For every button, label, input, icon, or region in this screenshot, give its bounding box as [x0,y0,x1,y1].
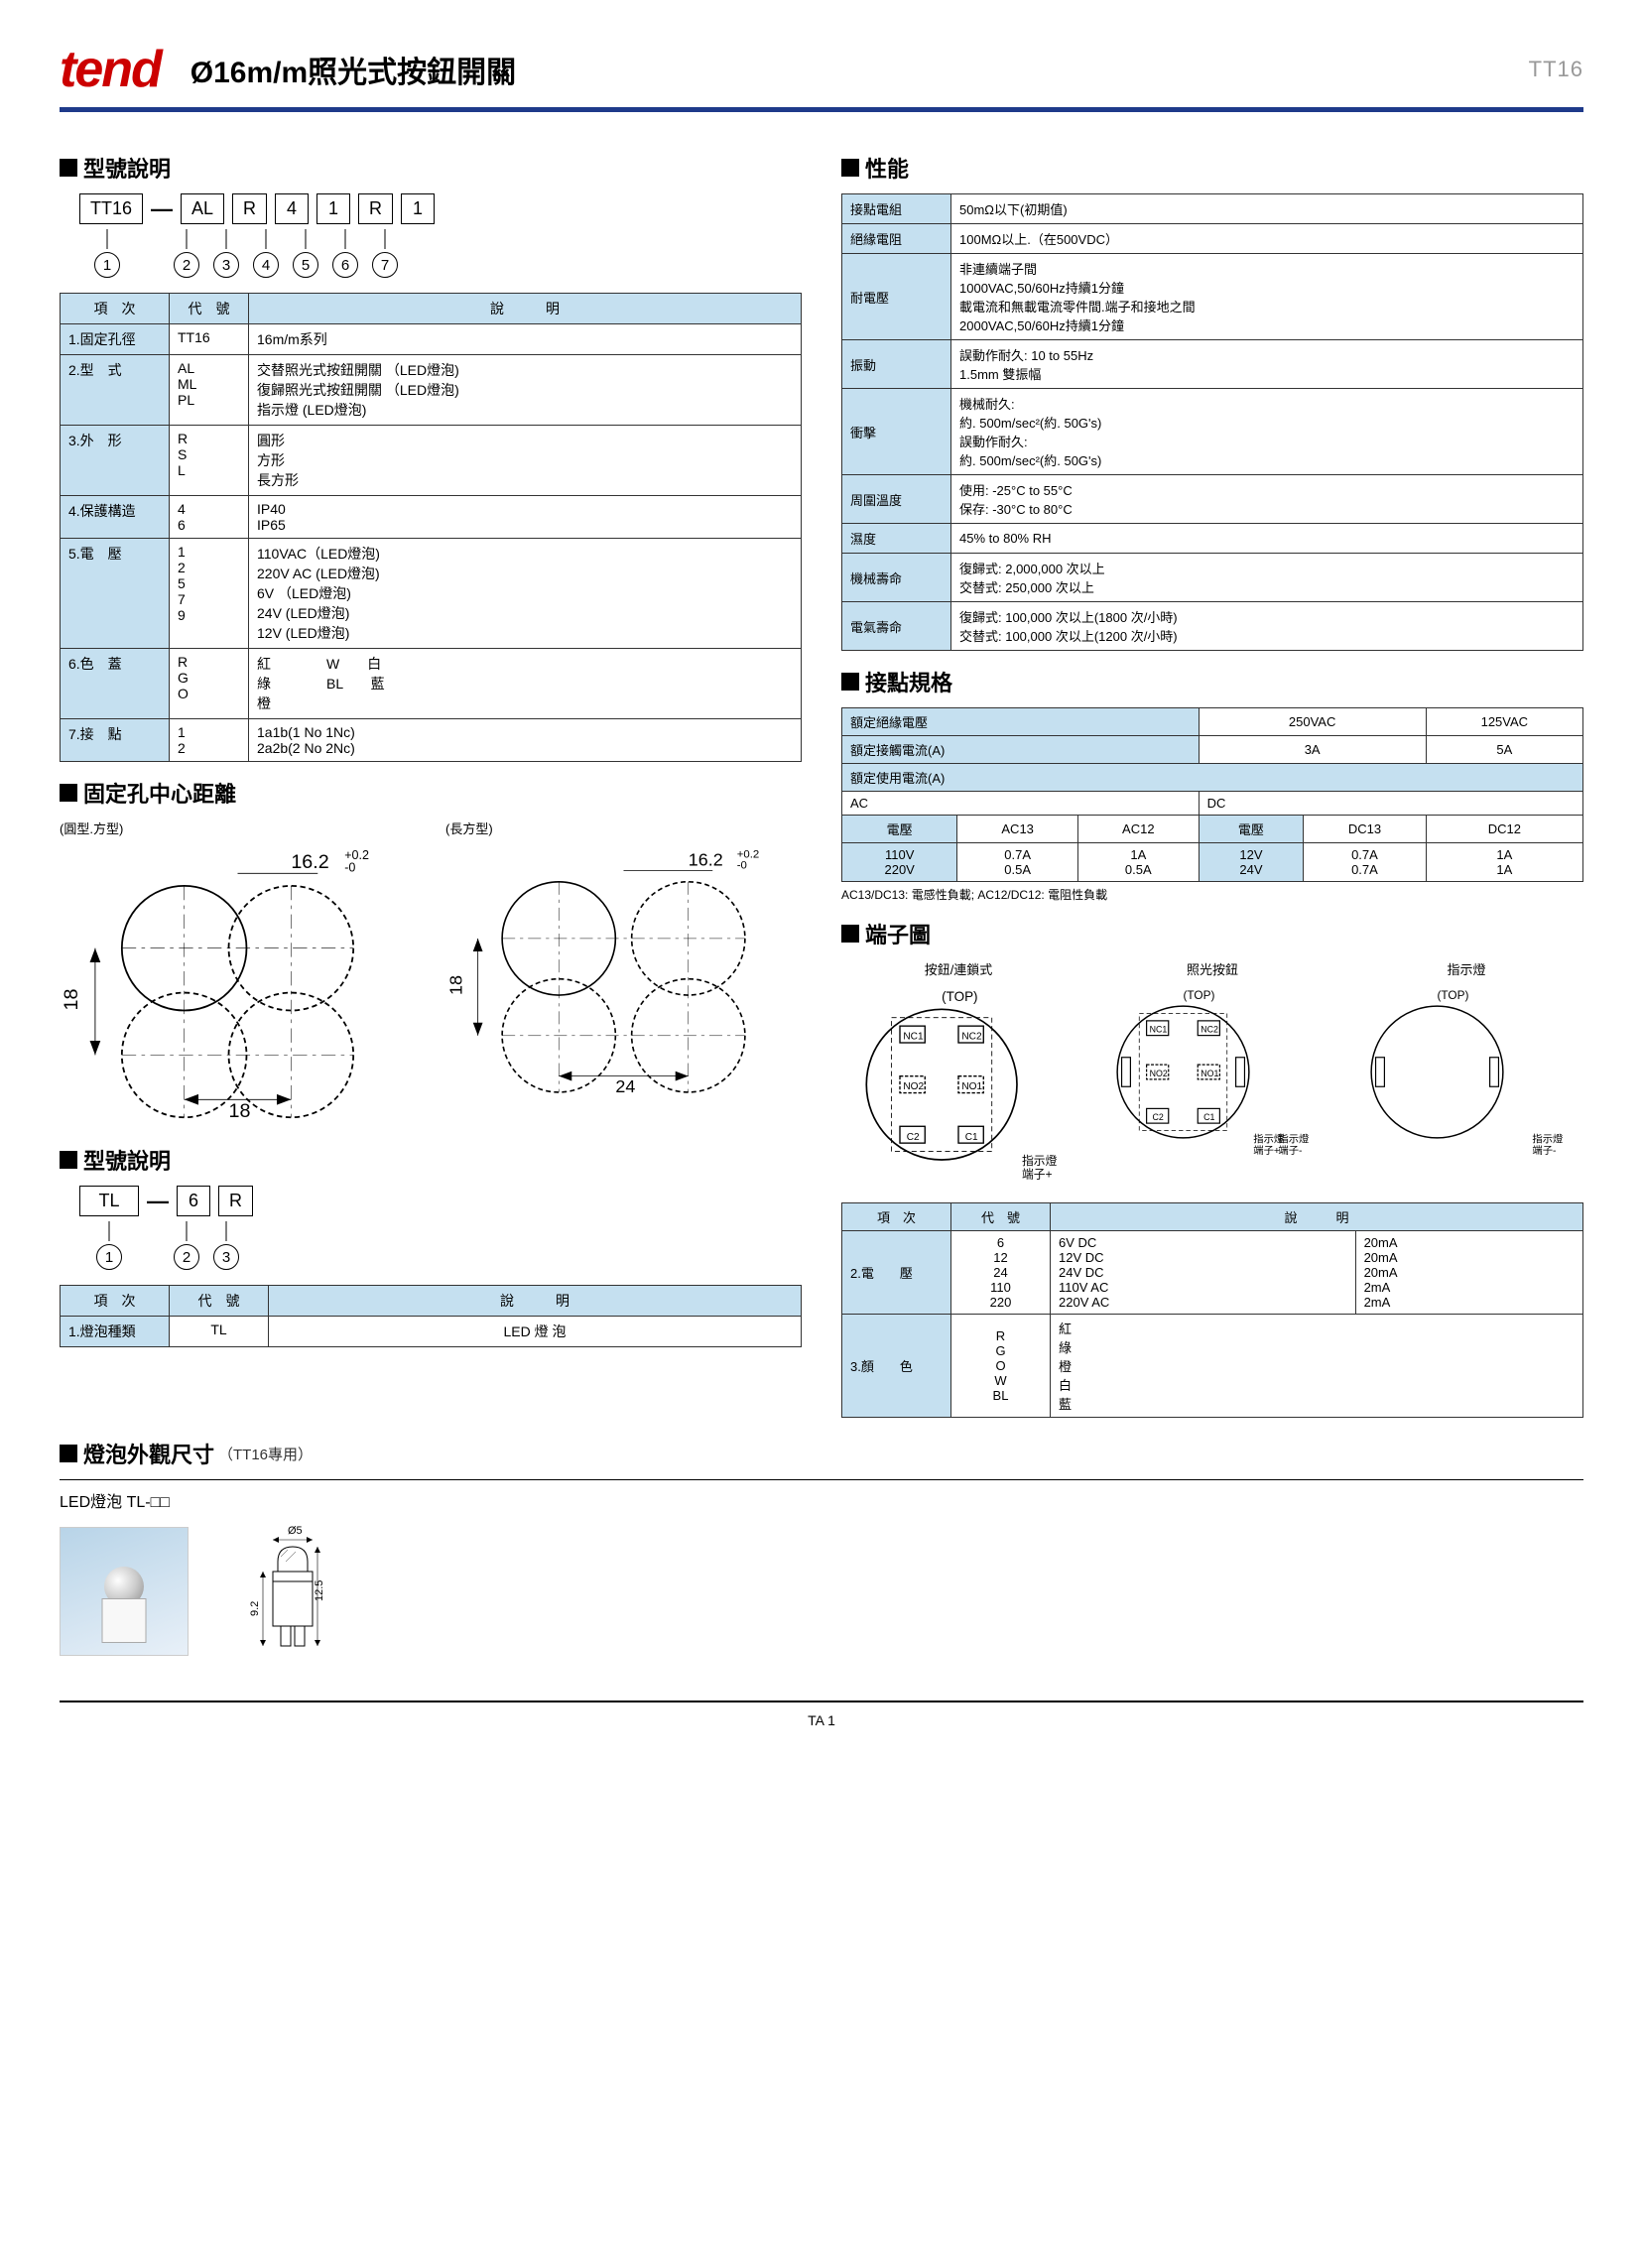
svg-text:NO1: NO1 [961,1081,982,1092]
svg-text:NC1: NC1 [903,1032,924,1043]
product-code: TT16 [1529,57,1583,82]
model2-spec-table: 項 次代 號說 明 1.燈泡種類TLLED 燈 泡 [60,1285,802,1347]
section-model1: 型號說明 [60,152,802,184]
svg-text:端子-: 端子- [1278,1144,1302,1157]
lamp-photo [60,1527,189,1656]
section-model2: 型號說明 [60,1144,802,1176]
position-num: 5 [293,252,318,278]
hole-diagram-round: 16.2+0.2-0 18 18 [60,841,416,1126]
svg-text:指示燈: 指示燈 [1532,1132,1563,1145]
hole-diagram-rect: 16.2 +0.2-0 18 24 [445,841,802,1100]
terminal-label-3: 指示燈 [1349,959,1583,978]
svg-text:12.5: 12.5 [314,1580,325,1601]
model-box: TT16 [79,193,143,224]
contact-note: AC13/DC13: 電感性負載; AC12/DC12: 電阻性負載 [841,886,1583,903]
svg-text:端子+: 端子+ [1022,1169,1053,1182]
model1-spec-table: 項 次代 號說 明 1.固定孔徑TT1616m/m系列 2.型 式AL ML P… [60,293,802,762]
model-box: AL [181,193,224,224]
svg-text:NC1: NC1 [1150,1025,1168,1035]
svg-text:NO2: NO2 [1150,1069,1168,1078]
svg-text:NO1: NO1 [1201,1069,1218,1078]
svg-text:端子-: 端子- [1532,1144,1556,1157]
svg-text:Ø5: Ø5 [288,1525,303,1537]
section-terminal: 端子圖 [841,918,1583,949]
model-box: 1 [401,193,435,224]
svg-text:(TOP): (TOP) [1184,988,1215,1002]
svg-text:(TOP): (TOP) [1438,988,1469,1002]
position-num: 7 [372,252,398,278]
model-box: R [232,193,267,224]
model1-position-nums: 1 2 3 4 5 6 7 [79,252,802,278]
position-num: 3 [213,1244,239,1270]
position-num: 6 [332,252,358,278]
lamp-dimension-diagram: Ø5 12.5 9.2 [218,1522,367,1661]
svg-text:18: 18 [61,989,82,1011]
svg-text:24: 24 [615,1076,635,1096]
position-num: 1 [96,1244,122,1270]
model-box: TL [79,1186,139,1216]
terminal-label-1: 按鈕/連鎖式 [841,959,1075,978]
header-rule [60,107,1583,112]
section-contact: 接點規格 [841,666,1583,697]
section-lamp: 燈泡外觀尺寸（TT16專用） [60,1438,1583,1469]
terminal-diagram-1: (TOP) NC1 NC2 NO2 NO1 C2 C1 指示燈端子+ [841,984,1075,1185]
svg-text:C2: C2 [907,1132,920,1143]
model1-code-boxes: TT16 — AL R 4 1 R 1 [79,193,802,224]
position-num: 2 [174,252,199,278]
performance-table: 接點電組50mΩ以下(初期值) 絕緣電阻100MΩ以上.（在500VDC） 耐電… [841,193,1583,651]
model-box: 4 [275,193,309,224]
svg-text:NC2: NC2 [1201,1025,1218,1035]
svg-text:端子+: 端子+ [1253,1144,1280,1157]
model2-code-boxes: TL — 6 R [79,1186,802,1216]
model-box: 6 [177,1186,210,1216]
page-title: Ø16m/m照光式按鈕開關 [190,48,1529,91]
svg-text:NO2: NO2 [903,1081,924,1092]
terminal-diagram-2: (TOP) NC1 NC2 NO2 NO1 C2 C1 指示燈端子+ 指示燈端子… [1095,984,1329,1160]
terminal-spec-table: 項 次代 號說 明 2.電 壓 61224110220 6V DC12V DC2… [841,1202,1583,1418]
model2-position-nums: 1 2 3 [79,1244,802,1270]
svg-text:C1: C1 [965,1132,978,1143]
position-num: 2 [174,1244,199,1270]
terminal-label-2: 照光按鈕 [1095,959,1329,978]
svg-text:16.2: 16.2 [291,851,328,873]
position-num: 3 [213,252,239,278]
svg-text:18: 18 [445,975,465,995]
model-box: R [218,1186,253,1216]
svg-text:+0.2: +0.2 [737,848,760,860]
svg-text:(TOP): (TOP) [942,989,977,1004]
svg-text:NC2: NC2 [961,1032,982,1043]
brand-logo: tend [60,40,161,99]
svg-text:指示燈: 指示燈 [1022,1154,1058,1168]
svg-text:-0: -0 [344,861,355,875]
contact-spec-table: 額定絕緣電壓250VAC125VAC 額定接觸電流(A)3A5A 額定使用電流(… [841,707,1583,882]
model-box: 1 [316,193,350,224]
position-num: 1 [94,252,120,278]
svg-text:C2: C2 [1153,1112,1164,1122]
terminal-diagram-3: (TOP) 指示燈端子- [1349,984,1583,1160]
svg-text:-0: -0 [737,860,747,872]
svg-text:9.2: 9.2 [249,1601,261,1616]
hole-label-right: (長方型) [445,819,802,837]
page-footer: TA 1 [60,1701,1583,1728]
hole-label-left: (圓型.方型) [60,819,416,837]
model-box: R [358,193,393,224]
svg-text:指示燈: 指示燈 [1278,1132,1309,1145]
svg-text:16.2: 16.2 [689,849,723,869]
position-num: 4 [253,252,279,278]
lamp-led-label: LED燈泡 TL-□□ [60,1488,1583,1512]
section-performance: 性能 [841,152,1583,184]
svg-text:C1: C1 [1203,1112,1214,1122]
svg-text:18: 18 [229,1100,251,1122]
section-hole: 固定孔中心距離 [60,777,802,809]
